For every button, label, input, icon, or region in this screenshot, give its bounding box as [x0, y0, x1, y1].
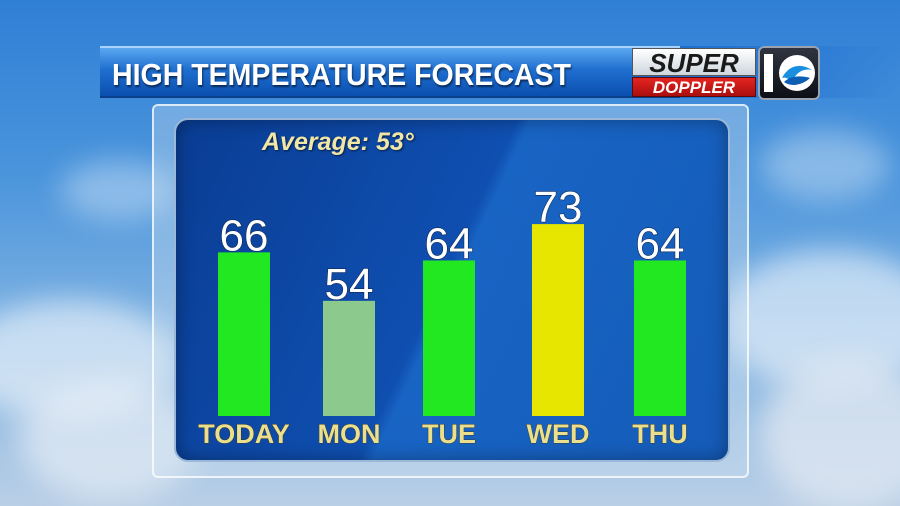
bar-value-label: 54 — [325, 260, 374, 309]
logo-super-text: SUPER — [632, 48, 756, 76]
bar-value-label: 64 — [636, 219, 685, 268]
bar-value-label: 66 — [220, 211, 269, 260]
bar-value-label: 73 — [534, 183, 583, 232]
cloud — [760, 130, 890, 200]
bar-tue — [423, 260, 475, 416]
bar-thu — [634, 260, 686, 416]
bar-today — [218, 252, 270, 416]
page-title: HIGH TEMPERATURE FORECAST — [112, 57, 571, 92]
logo-doppler-text: DOPPLER — [632, 77, 756, 97]
category-label: MON — [318, 419, 381, 449]
average-annotation: Average: 53° — [262, 128, 414, 156]
wave-10-logo-icon — [764, 54, 815, 92]
bar-wed — [532, 224, 584, 416]
cloud — [60, 160, 180, 220]
cloud — [20, 380, 200, 500]
station-logo: SUPER DOPPLER — [632, 46, 822, 100]
category-label: TUE — [422, 419, 476, 449]
logo-badge — [758, 46, 820, 100]
cloud — [760, 360, 900, 506]
category-label: THU — [632, 419, 688, 449]
bar-value-label: 64 — [425, 219, 474, 268]
bar-mon — [323, 300, 375, 416]
category-label: TODAY — [198, 419, 290, 449]
category-label: WED — [527, 419, 590, 449]
